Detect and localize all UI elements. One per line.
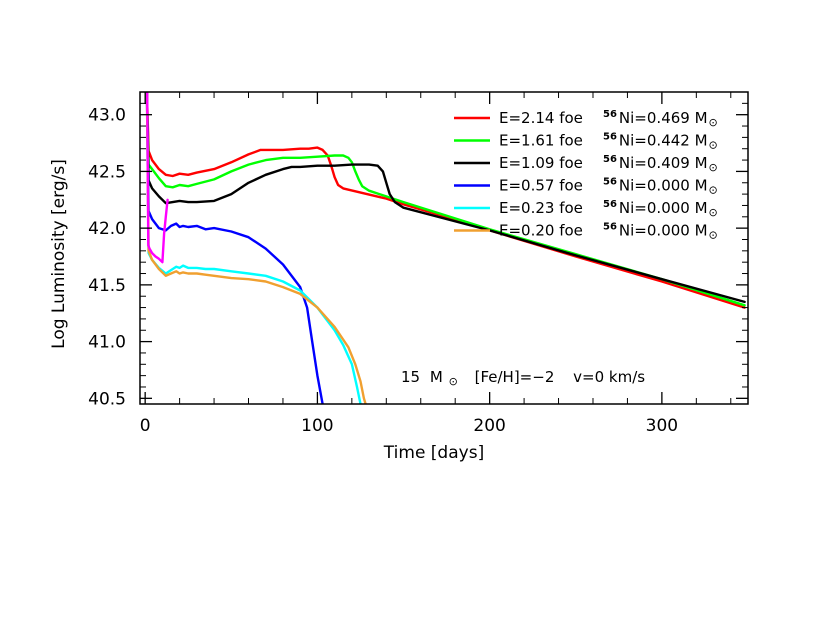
series-line-4 xyxy=(145,92,362,404)
x-axis-title: Time [days] xyxy=(383,443,484,463)
solar-symbol-icon: ⊙ xyxy=(709,161,718,174)
y-axis-title: Log Luminosity [erg/s] xyxy=(49,159,69,349)
legend-label: E=0.57 foe xyxy=(499,177,583,195)
y-tick-label: 42.5 xyxy=(88,162,126,182)
annotation-mass-unit: M xyxy=(430,368,443,386)
solar-symbol-icon: ⊙ xyxy=(709,116,718,129)
legend-ni-superscript: 56 xyxy=(603,109,617,120)
annotation: 15 M ⊙ [Fe/H]=−2 v=0 km/s xyxy=(401,368,645,389)
series-line-6 xyxy=(145,92,169,264)
legend: E=2.14 foe 56 Ni=0.469 M⊙E=1.61 foe 56 Ni=0.… xyxy=(454,109,718,242)
legend-ni-label: 56 Ni=0.000 M⊙ xyxy=(603,177,718,197)
plot-border xyxy=(139,91,749,405)
y-tick-label: 43.0 xyxy=(88,106,126,126)
legend-ni-label: 56 Ni=0.409 M⊙ xyxy=(603,154,718,174)
y-tick-label: 41.5 xyxy=(88,276,126,296)
legend-ni-label: 56 Ni=0.000 M⊙ xyxy=(603,222,718,242)
legend-ni-superscript: 56 xyxy=(603,132,617,143)
legend-ni-label: 56 Ni=0.442 M⊙ xyxy=(603,132,718,152)
legend-ni-superscript: 56 xyxy=(603,222,617,233)
annotation-mass: 15 xyxy=(401,368,420,386)
series-line-1 xyxy=(145,92,746,307)
legend-label: E=1.09 foe xyxy=(499,154,583,172)
legend-label: E=2.14 foe xyxy=(499,109,583,127)
legend-label: E=0.23 foe xyxy=(499,199,583,217)
legend-ni-superscript: 56 xyxy=(603,154,617,165)
legend-label: E=0.20 foe xyxy=(499,222,583,240)
legend-ni-value: Ni=0.000 M xyxy=(619,199,708,217)
legend-ni-superscript: 56 xyxy=(603,177,617,188)
solar-symbol-icon: ⊙ xyxy=(709,139,718,152)
legend-ni-superscript: 56 xyxy=(603,199,617,210)
annotation-metallicity: [Fe/H]=−2 xyxy=(475,368,555,386)
series-line-5 xyxy=(145,92,367,404)
x-tick-label: 0 xyxy=(140,416,151,436)
series-layer xyxy=(145,92,746,404)
legend-label: E=1.61 foe xyxy=(499,132,583,150)
solar-symbol-icon: ⊙ xyxy=(709,229,718,242)
legend-ni-value: Ni=0.000 M xyxy=(619,222,708,240)
legend-ni-value: Ni=0.000 M xyxy=(619,177,708,195)
annotation-velocity: v=0 km/s xyxy=(573,368,645,386)
plot-frame xyxy=(139,91,749,405)
y-tick-label: 42.0 xyxy=(88,219,126,239)
solar-symbol-icon: ⊙ xyxy=(709,184,718,197)
legend-ni-label: 56 Ni=0.000 M⊙ xyxy=(603,199,718,219)
series-line-0 xyxy=(145,92,746,309)
series-line-2 xyxy=(145,92,746,304)
legend-ni-value: Ni=0.469 M xyxy=(619,109,708,127)
series-line-3 xyxy=(145,92,324,404)
solar-symbol-icon: ⊙ xyxy=(709,206,718,219)
legend-ni-value: Ni=0.442 M xyxy=(619,132,708,150)
ticks-layer: 0 100 200 300 40.5 41.0 41.5 42.0 42.5 43.0 xyxy=(88,91,748,436)
x-tick-label: 100 xyxy=(301,416,333,436)
legend-ni-value: Ni=0.409 M xyxy=(619,154,708,172)
y-tick-label: 41.0 xyxy=(88,333,126,353)
x-tick-label: 200 xyxy=(473,416,505,436)
solar-symbol-icon: ⊙ xyxy=(449,375,458,388)
x-tick-label: 300 xyxy=(646,416,678,436)
model-annotation: 15 M ⊙ [Fe/H]=−2 v=0 km/s xyxy=(401,368,645,389)
legend-ni-label: 56 Ni=0.469 M⊙ xyxy=(603,109,718,129)
y-tick-label: 40.5 xyxy=(88,389,126,409)
